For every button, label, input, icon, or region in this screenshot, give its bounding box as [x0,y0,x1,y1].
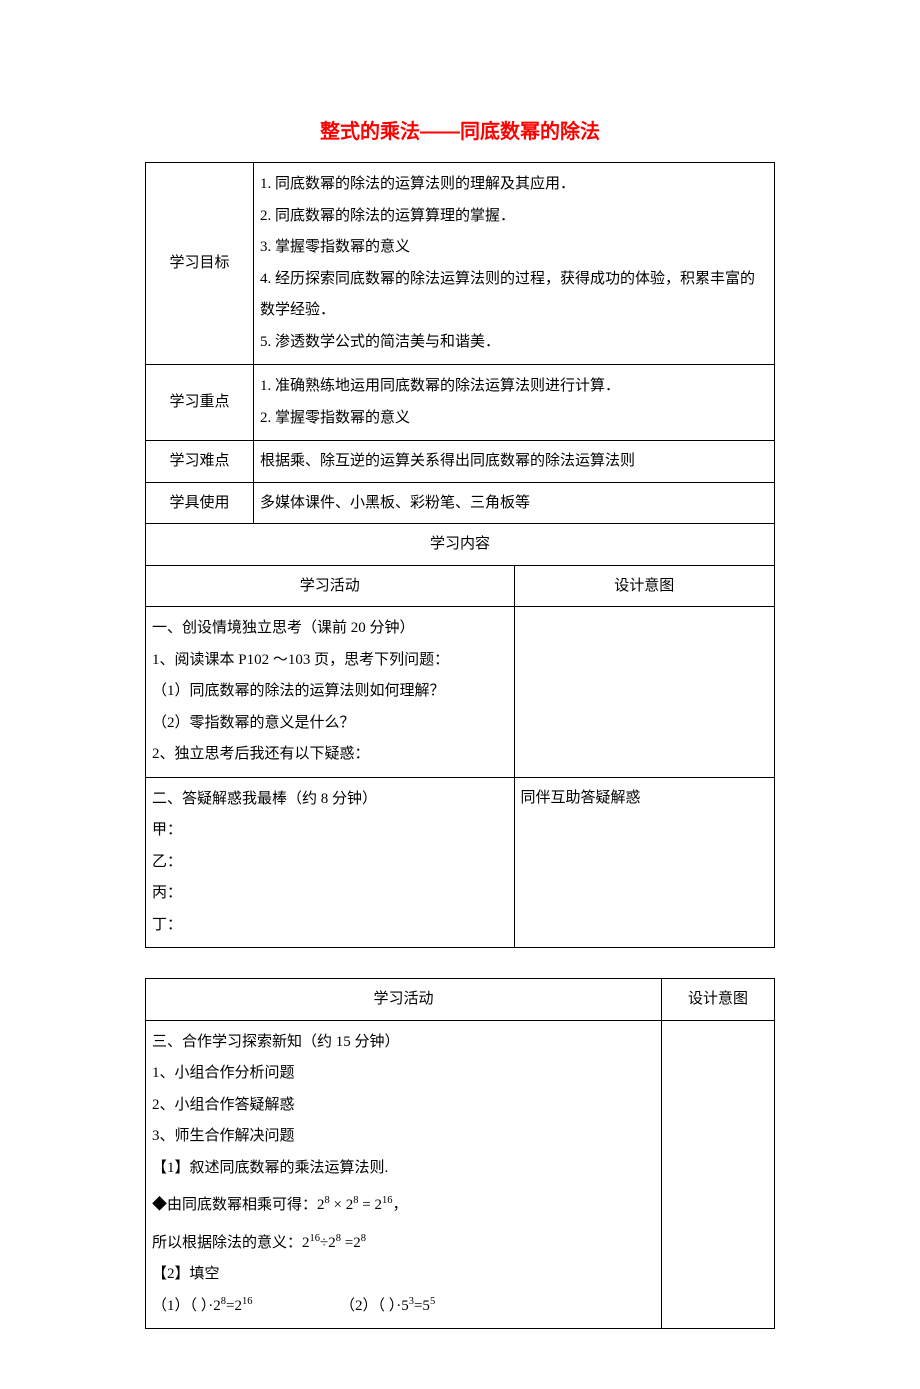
section3-line: 【1】叙述同底数幂的乘法运算法则. [152,1153,655,1185]
section3-line: 三、合作学习探索新知（约 15 分钟） [152,1027,655,1059]
objectives-content: 1. 同底数幂的除法的运算法则的理解及其应用．2. 同底数幂的除法的运算算理的掌… [254,163,775,365]
tools-label: 学具使用 [146,482,254,524]
difficulty-label: 学习难点 [146,441,254,483]
fill-label: 【2】填空 [152,1259,655,1291]
formula2-prefix: 所以根据除法的意义： [152,1235,302,1251]
lesson-table-1: 学习目标 1. 同底数幂的除法的运算法则的理解及其应用．2. 同底数幂的除法的运… [145,162,775,948]
section2-intent: 同伴互助答疑解惑 [514,777,775,948]
section2-content: 二、答疑解惑我最棒（约 8 分钟）甲：乙：丙：丁： [146,777,515,948]
keypoints-content: 1. 准确熟练地运用同底数幂的除法运算法则进行计算．2. 掌握零指数幂的意义 [254,365,775,441]
content-header: 学习内容 [146,524,775,566]
section1-content: 一、创设情境独立思考（课前 20 分钟）1、阅读课本 P102 ～103 页，思… [146,607,515,778]
formula1-math: 28 × 28 = 216 [317,1197,392,1213]
fill-line: （1）（ ）·28=216 （2）（ ）·53=55 [152,1291,655,1323]
difficulty-content: 根据乘、除互逆的运算关系得出同底数幂的除法运算法则 [254,441,775,483]
section1-intent [514,607,775,778]
objectives-label: 学习目标 [146,163,254,365]
section3-line: 3、师生合作解决问题 [152,1121,655,1153]
intent-header-1: 设计意图 [514,565,775,607]
fill1-math: 28=216 [213,1298,252,1314]
activity-header-2: 学习活动 [146,979,662,1021]
section3-line: 1、小组合作分析问题 [152,1058,655,1090]
intent-header-2: 设计意图 [662,979,775,1021]
fill2-math: 53=55 [401,1298,435,1314]
formula-line-2: 所以根据除法的意义：216÷28 =28 [152,1228,655,1260]
formula-line-1: ◆由同底数幂相乘可得：28 × 28 = 216， [152,1184,655,1228]
section3-line: 2、小组合作答疑解惑 [152,1090,655,1122]
formula2-math: 216÷28 =28 [302,1235,366,1251]
fill2-prefix: （2）（ ）· [340,1298,401,1314]
formula1-prefix: ◆由同底数幂相乘可得： [152,1197,317,1213]
lesson-table-2: 学习活动 设计意图 三、合作学习探索新知（约 15 分钟） 1、小组合作分析问题… [145,978,775,1329]
section3-intent [662,1020,775,1329]
fill1-prefix: （1）（ ）· [152,1298,213,1314]
section3-content: 三、合作学习探索新知（约 15 分钟） 1、小组合作分析问题 2、小组合作答疑解… [146,1020,662,1329]
tools-content: 多媒体课件、小黑板、彩粉笔、三角板等 [254,482,775,524]
keypoints-label: 学习重点 [146,365,254,441]
page-title: 整式的乘法——同底数幂的除法 [145,115,775,144]
activity-header-1: 学习活动 [146,565,515,607]
